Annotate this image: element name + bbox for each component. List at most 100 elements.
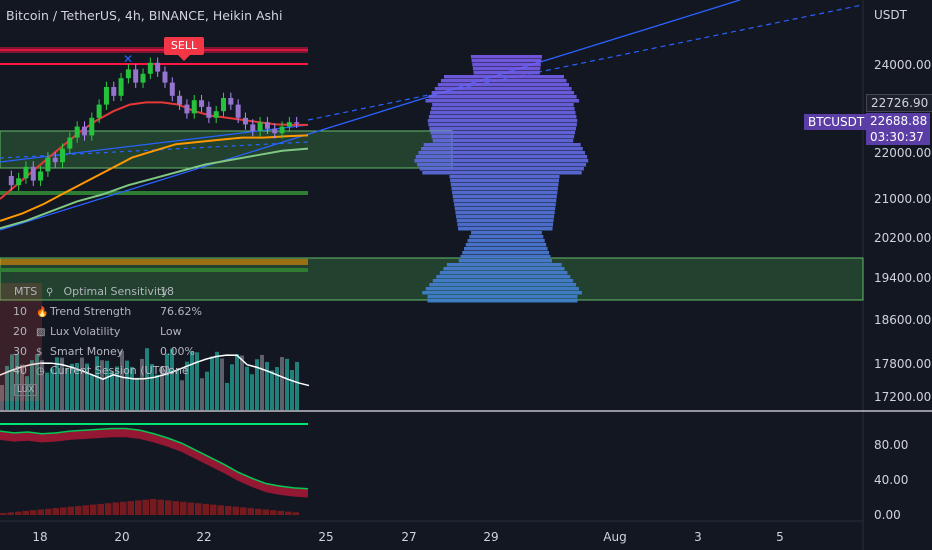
volume-profile-bar [451, 187, 558, 191]
oscillator-histogram-bar [202, 503, 209, 515]
volume-bar [255, 359, 259, 410]
volume-profile-bar [440, 79, 567, 83]
volume-bars [0, 348, 310, 410]
volume-bar [115, 366, 119, 410]
candle-body [155, 62, 161, 72]
dashboard-row: 40 ◷ Current Session (UTC) [4, 364, 171, 377]
candle-body [184, 104, 190, 114]
volume-bar [290, 370, 294, 410]
oscillator-histogram-bar [247, 508, 254, 515]
volume-profile-bar [429, 111, 576, 115]
row-label: Smart Money [50, 345, 124, 358]
oscillator-histogram-bar [180, 501, 187, 515]
oscillator-histogram-bar [255, 508, 262, 515]
volume-profile-bar [422, 291, 582, 295]
oscillator-histogram-bar [15, 511, 22, 515]
oscillator-histogram-bar [67, 506, 74, 515]
volume-profile-bar [419, 167, 584, 171]
volume-bar [270, 370, 274, 410]
volume-profile-bar [432, 103, 574, 107]
candle-body [118, 78, 124, 96]
volume-profile-bar [437, 83, 570, 87]
volume-profile-bar [454, 207, 556, 211]
row-value: 0.00% [160, 345, 195, 358]
oscillator-histogram-bar [157, 499, 164, 515]
volume-profile-bar [427, 119, 578, 123]
candle-body [162, 71, 168, 83]
row-label: Current Session (UTC) [50, 364, 171, 377]
candle-body [191, 100, 197, 114]
lux-logo: LUX [14, 384, 38, 396]
dashboard-row: 20 ▧ Lux Volatility [4, 325, 120, 338]
volume-bar [0, 385, 4, 410]
volume-bar [55, 357, 59, 410]
volume-profile-bar [415, 155, 588, 159]
volume-profile-bar [454, 203, 556, 207]
volume-profile-bar [450, 179, 559, 183]
price-scale[interactable]: 24000.00 22000.00 21000.00 20200.00 19400.00… [874, 58, 931, 522]
volume-profile-bar [429, 127, 576, 131]
trendline-dashed[interactable] [307, 4, 863, 121]
volume-average-line [0, 354, 310, 387]
time-scale[interactable]: 18 20 22 25 27 29 Aug 3 5 [32, 530, 783, 544]
volume-bar [95, 356, 99, 410]
volume-bar [50, 368, 54, 410]
dashboard-row: 30 $ Smart Money [4, 345, 123, 358]
candle-body [67, 137, 73, 149]
last-price-tag: 22688.88 [866, 113, 930, 129]
volume-bar [20, 364, 24, 410]
candle-body [103, 87, 109, 105]
time-tick-label: 18 [32, 530, 47, 544]
candle-body [30, 166, 36, 181]
volume-profile-bar [439, 271, 568, 275]
volume-bar [150, 364, 154, 410]
volume-bar [155, 374, 159, 410]
trendline-solid[interactable] [0, 0, 741, 231]
time-tick-label: 20 [114, 530, 129, 544]
volume-profile-bar [425, 287, 579, 291]
volume-profile-bar [452, 191, 558, 195]
oscillator-histogram-bar [277, 510, 284, 515]
volume-bar [275, 367, 279, 410]
oscillator-histogram-bar [7, 512, 14, 515]
volume-profile-bar [443, 267, 565, 271]
volume-profile-bar [431, 135, 575, 139]
clock-icon: ◷ [36, 366, 45, 377]
volume-profile-bar [458, 259, 552, 263]
countdown-tag: 03:30:37 [866, 129, 930, 145]
dashboard-header: MTS [14, 285, 38, 298]
oscillator [0, 423, 309, 515]
candle-body [286, 122, 292, 127]
oscillator-histogram-bar [75, 506, 82, 515]
candle-body [45, 157, 51, 172]
oscillator-histogram-bar [285, 511, 292, 515]
candle-body [133, 69, 139, 83]
volume-bar [5, 365, 9, 410]
volume-bar [100, 360, 104, 410]
time-tick-label: 5 [776, 530, 784, 544]
time-tick-label: Aug [603, 530, 626, 544]
volume-profile-bar [471, 59, 542, 63]
price-tick-label: 22000.00 [874, 146, 931, 160]
chart-icon: ▧ [36, 327, 46, 338]
volume-bar [40, 360, 44, 410]
oscillator-histogram-bar [165, 500, 172, 515]
volume-bar [210, 356, 214, 410]
volume-bar [80, 357, 84, 410]
volume-bar [10, 354, 14, 410]
candles [8, 57, 300, 191]
oscillator-tick-label: 40.00 [874, 473, 908, 487]
candle-body [242, 117, 248, 125]
dashboard-row: 10 🔥 Trend Strength [4, 305, 131, 318]
candle-body [294, 122, 300, 124]
volume-profile-bar [472, 67, 541, 71]
oscillator-histogram-bar [0, 513, 7, 515]
candle-body [89, 117, 95, 136]
candle-body [199, 100, 205, 107]
oscillator-histogram-bar [37, 509, 44, 515]
volume-bar [225, 382, 229, 410]
volume-profile-bar [465, 243, 547, 247]
candle-body [221, 98, 227, 112]
volume-profile-bar [436, 275, 571, 279]
